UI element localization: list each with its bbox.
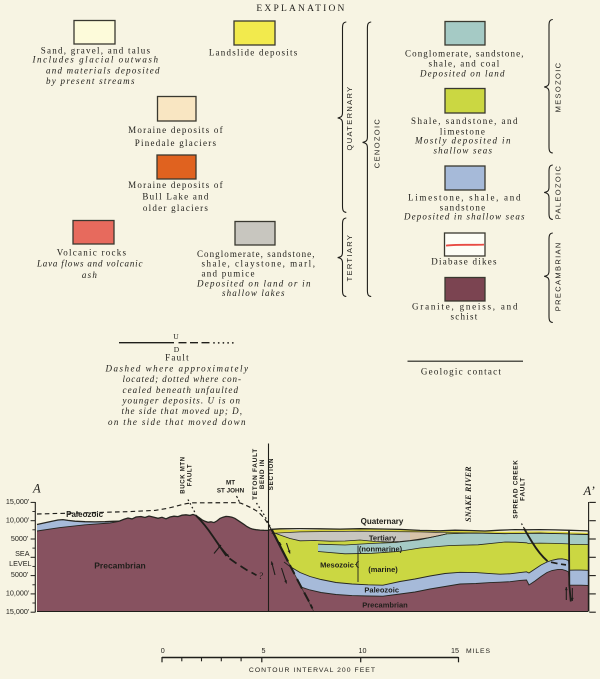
svg-text:5000’: 5000’ [11, 534, 29, 543]
svg-text:CONTOUR INTERVAL 200 FEET: CONTOUR INTERVAL 200 FEET [249, 667, 376, 674]
svg-text:TETON FAULT: TETON FAULT [252, 448, 259, 500]
svg-text:schist: schist [450, 312, 478, 322]
svg-text:(marine): (marine) [368, 565, 398, 574]
svg-text:FAULT: FAULT [187, 464, 193, 486]
svg-text:ST JOHN: ST JOHN [217, 488, 245, 495]
svg-text:shale, and coal: shale, and coal [429, 59, 501, 69]
svg-text:10,000’: 10,000’ [6, 588, 30, 597]
svg-text:Precambrian: Precambrian [94, 560, 146, 570]
svg-text:(nonmarine): (nonmarine) [359, 545, 403, 554]
svg-text:Bull Lake and: Bull Lake and [142, 192, 209, 202]
svg-text:SECTION: SECTION [268, 458, 275, 490]
svg-text:15,000’: 15,000’ [6, 607, 30, 616]
svg-text:FAULT: FAULT [520, 477, 527, 501]
svg-text:PALEOZOIC: PALEOZOIC [553, 165, 562, 220]
svg-text:0: 0 [161, 646, 165, 655]
svg-text:BUCK MTN: BUCK MTN [181, 456, 187, 494]
svg-text:Quaternary: Quaternary [361, 517, 404, 526]
svg-text:MESOZOIC: MESOZOIC [553, 62, 562, 113]
svg-text:Fault: Fault [165, 353, 190, 363]
svg-text:ash: ash [82, 270, 98, 280]
svg-text:Geologic contact: Geologic contact [421, 367, 502, 377]
svg-text:Moraine deposits of: Moraine deposits of [128, 180, 224, 190]
svg-text:the side that moved up; D,: the side that moved up; D, [122, 406, 243, 416]
svg-text:Conglomerate, sandstone,: Conglomerate, sandstone, [197, 249, 315, 259]
svg-text:D: D [174, 345, 180, 354]
svg-text:and materials deposited: and materials deposited [46, 66, 160, 76]
svg-text:located; dotted where con-: located; dotted where con- [123, 374, 242, 384]
svg-text:Tertiary: Tertiary [369, 533, 397, 542]
svg-text:?: ? [259, 571, 264, 581]
svg-text:Mostly deposited in: Mostly deposited in [414, 136, 511, 146]
svg-text:shale, claystone, marl,: shale, claystone, marl, [202, 259, 316, 269]
svg-text:Mesozoic: Mesozoic [320, 561, 354, 570]
svg-text:MILES: MILES [466, 648, 491, 655]
svg-text:U: U [173, 332, 179, 341]
svg-text:Paleozoic: Paleozoic [364, 585, 399, 594]
svg-text:Pinedale glaciers: Pinedale glaciers [135, 138, 217, 148]
svg-text:Sand, gravel, and talus: Sand, gravel, and talus [41, 46, 151, 56]
svg-text:TERTIARY: TERTIARY [345, 234, 354, 282]
svg-text:Deposited on land or in: Deposited on land or in [196, 278, 311, 288]
svg-text:Deposited in shallow seas: Deposited in shallow seas [403, 212, 525, 222]
svg-text:A: A [32, 482, 41, 496]
svg-text:by present streams: by present streams [46, 76, 135, 86]
svg-text:Moraine deposits of: Moraine deposits of [128, 125, 224, 135]
svg-text:Limestone, shale, and: Limestone, shale, and [408, 193, 521, 203]
svg-text:Deposited on land: Deposited on land [419, 69, 505, 79]
svg-text:younger deposits. U is on: younger deposits. U is on [122, 396, 241, 406]
svg-text:and pumice: and pumice [202, 269, 256, 279]
svg-text:shallow lakes: shallow lakes [222, 288, 285, 298]
svg-text:10: 10 [359, 646, 367, 655]
svg-text:Includes glacial outwash: Includes glacial outwash [32, 55, 159, 65]
svg-text:10,000’: 10,000’ [6, 516, 30, 525]
svg-text:EXPLANATION: EXPLANATION [256, 4, 346, 14]
svg-text:Shale, sandstone, and: Shale, sandstone, and [411, 116, 518, 126]
svg-text:sandstone: sandstone [440, 203, 487, 213]
svg-text:Conglomerate, sandstone,: Conglomerate, sandstone, [405, 49, 524, 59]
svg-text:BEND IN: BEND IN [259, 459, 266, 489]
svg-text:15: 15 [451, 646, 459, 655]
svg-text:5000’: 5000’ [11, 570, 29, 579]
svg-text:LEVEL: LEVEL [9, 559, 31, 568]
svg-text:older glaciers: older glaciers [143, 203, 209, 213]
svg-text:on the side that moved down: on the side that moved down [108, 417, 246, 427]
svg-text:SPREAD CREEK: SPREAD CREEK [513, 459, 520, 518]
svg-text:SEA: SEA [15, 549, 30, 558]
svg-text:shallow seas: shallow seas [434, 146, 493, 156]
svg-text:CENOZOIC: CENOZOIC [373, 118, 382, 168]
svg-text:Dashed where approximately: Dashed where approximately [105, 363, 249, 373]
svg-text:MT: MT [226, 479, 235, 486]
svg-text:A’: A’ [583, 484, 595, 498]
svg-text:Paleozoic: Paleozoic [66, 510, 103, 519]
svg-text:Landslide deposits: Landslide deposits [209, 48, 299, 58]
svg-text:SNAKE RIVER: SNAKE RIVER [464, 466, 473, 522]
svg-text:limestone: limestone [440, 127, 486, 137]
svg-text:Volcanic rocks: Volcanic rocks [57, 248, 128, 258]
svg-text:QUATERNARY: QUATERNARY [345, 86, 354, 151]
svg-text:Diabase dikes: Diabase dikes [431, 257, 497, 267]
svg-text:PRECAMBRIAN: PRECAMBRIAN [553, 241, 562, 311]
svg-text:cealed beneath unfaulted: cealed beneath unfaulted [123, 385, 239, 395]
svg-text:15,000’: 15,000’ [6, 497, 30, 506]
svg-text:Precambrian: Precambrian [362, 600, 408, 609]
svg-text:5: 5 [262, 646, 266, 655]
svg-text:Lava flows and volcanic: Lava flows and volcanic [36, 259, 143, 269]
svg-text:Granite, gneiss, and: Granite, gneiss, and [412, 302, 518, 312]
